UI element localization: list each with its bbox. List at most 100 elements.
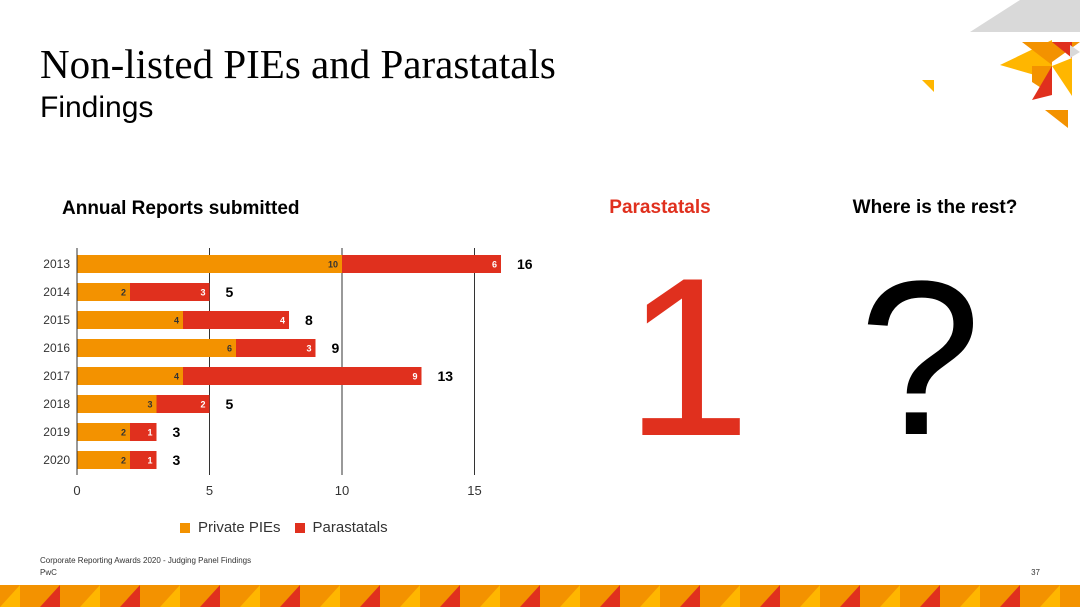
bar-data-label: 1 [147,456,152,466]
y-category-label: 2017 [43,369,70,383]
footer-band-triangle [0,585,20,607]
footer-caption: Corporate Reporting Awards 2020 - Judgin… [40,556,252,565]
bar-parastatals [183,367,422,385]
footer-band-triangle [1060,585,1080,607]
y-category-label: 2016 [43,341,70,355]
footer-band-triangle [280,585,300,607]
bar-data-label: 2 [121,428,126,438]
bar-total-label: 8 [305,312,313,328]
footer-band-triangle [200,585,220,607]
footer-band-triangle [780,585,800,607]
footer-band-triangle [900,585,920,607]
bar-data-label: 4 [174,372,179,382]
y-category-label: 2020 [43,453,70,467]
legend-item-parastatals: Parastatals [294,519,388,536]
bar-parastatals [130,451,157,469]
footer-band-triangle [720,585,740,607]
slide-subtitle: Findings [40,91,154,124]
legend-swatch-private-pies [180,522,190,533]
footer-band-triangle [40,585,60,607]
chart-legend: Private PIEs Parastatals [180,519,402,536]
y-category-label: 2019 [43,425,70,439]
footer-band-triangle [620,585,640,607]
y-category-label: 2014 [43,285,70,299]
bar-data-label: 4 [174,316,179,326]
footer-band-triangle [680,585,700,607]
footer-band-triangle [1020,585,1040,607]
bar-data-label: 9 [412,372,417,382]
bar-total-label: 3 [173,424,181,440]
bar-total-label: 13 [438,368,454,384]
bar-private-pies [77,423,130,441]
bar-data-label: 1 [147,428,152,438]
x-tick-label: 5 [206,483,213,498]
footer-band-triangle [300,585,320,607]
bar-private-pies [77,283,130,301]
question-mark: ? [858,235,982,481]
x-tick-label: 0 [73,483,80,498]
footer-band-triangle [580,585,600,607]
bar-data-label: 2 [200,400,205,410]
legend-swatch-parastatals [294,522,305,533]
bar-parastatals [236,339,316,357]
bar-private-pies [77,311,183,329]
footer-pattern-band [0,585,1080,607]
bar-total-label: 16 [517,256,533,272]
bar-parastatals [130,423,157,441]
bar-parastatals [342,255,501,273]
footer-band-triangle [20,585,40,607]
chart-title: Annual Reports submitted [62,198,300,219]
x-tick-label: 15 [467,483,481,498]
bar-total-label: 9 [332,340,340,356]
footer-band-triangle [140,585,160,607]
footer-band-triangle [800,585,820,607]
bar-data-label: 2 [121,456,126,466]
where-is-rest-heading: Where is the rest? [852,197,1018,218]
footer-band-triangle [320,585,340,607]
y-category-label: 2013 [43,257,70,271]
footer-band-triangle [440,585,460,607]
footer-band-triangle [700,585,720,607]
footer-band-triangle [360,585,380,607]
legend-item-private-pies: Private PIEs [180,519,281,536]
footer-band-triangle [940,585,960,607]
footer-band-triangle [80,585,100,607]
footer-band-triangle [740,585,760,607]
bar-private-pies [77,395,157,413]
legend-label-private-pies: Private PIEs [198,519,281,536]
bar-data-label: 6 [492,260,497,270]
footer-band-triangle [980,585,1000,607]
footer-band-triangle [160,585,180,607]
bar-total-label: 3 [173,452,181,468]
footer-band-triangle [760,585,780,607]
page-number: 37 [1031,568,1040,577]
footer-band-triangle [340,585,360,607]
footer-band-triangle [920,585,940,607]
bar-parastatals [183,311,289,329]
footer-band-triangle [380,585,400,607]
footer-band-triangle [660,585,680,607]
bar-private-pies [77,339,236,357]
footer-band-triangle [960,585,980,607]
footer-band-triangle [240,585,260,607]
footer-band-triangle [880,585,900,607]
footer-band-triangle [820,585,840,607]
slide-title: Non-listed PIEs and Parastatals [40,41,556,87]
parastatals-heading: Parastatals [609,197,711,218]
footer-band-triangle [220,585,240,607]
bar-private-pies [77,367,183,385]
footer-band-triangle [560,585,580,607]
footer-band-triangle [860,585,880,607]
bar-data-label: 3 [306,344,311,354]
footer-band-triangle [400,585,420,607]
footer-band-triangle [60,585,80,607]
footer-band-triangle [840,585,860,607]
footer-brand: PwC [40,568,57,577]
bar-data-label: 3 [200,288,205,298]
footer-band-triangle [600,585,620,607]
y-category-label: 2018 [43,397,70,411]
bar-total-label: 5 [226,396,234,412]
footer-band-triangle [1000,585,1020,607]
bar-data-label: 10 [328,260,338,270]
bar-private-pies [77,255,342,273]
